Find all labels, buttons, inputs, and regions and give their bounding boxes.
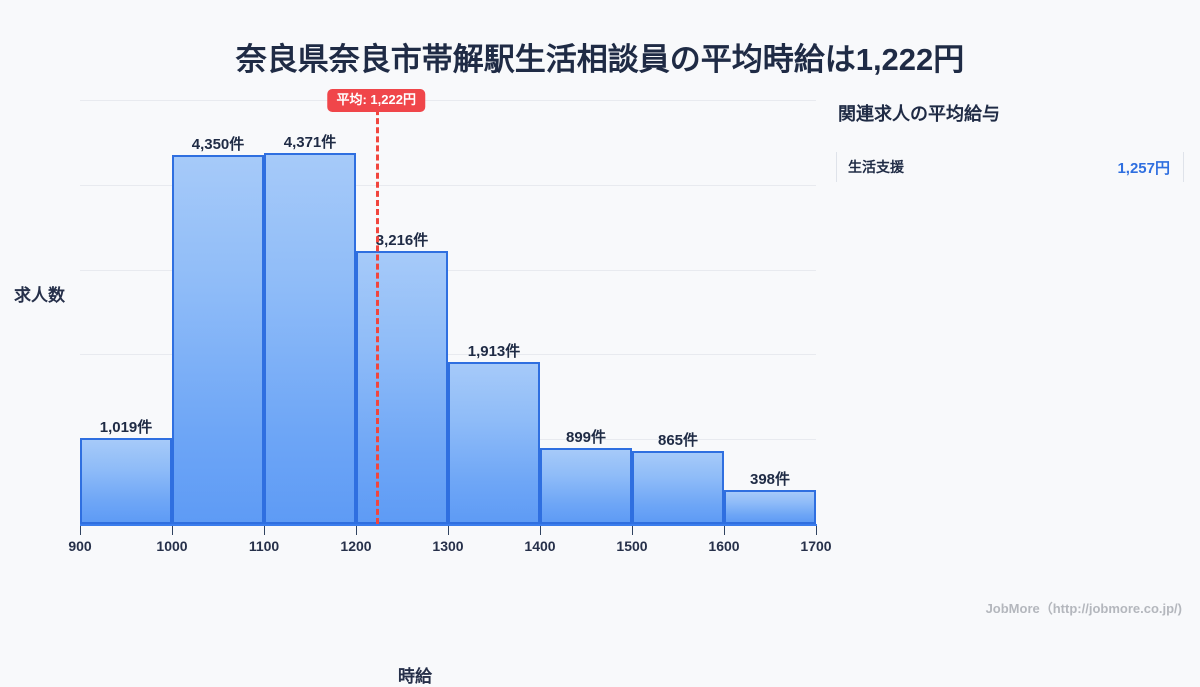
histogram-bar[interactable] xyxy=(80,437,172,524)
histogram-bar[interactable] xyxy=(632,450,724,524)
related-salary-title: 関連求人の平均給与 xyxy=(838,104,1000,124)
x-axis-tick-label: 1300 xyxy=(432,538,464,554)
bar-value-label: 4,371件 xyxy=(283,134,337,152)
x-axis-tick xyxy=(356,526,357,535)
x-axis-tick xyxy=(264,526,265,535)
x-axis-tick xyxy=(816,526,817,535)
x-axis-tick-label: 900 xyxy=(68,538,92,554)
x-axis-tick-label: 1700 xyxy=(800,538,832,554)
bar-value-label: 899件 xyxy=(565,428,607,446)
x-axis-tick-label: 1500 xyxy=(616,538,648,554)
gridline xyxy=(80,269,816,271)
histogram-bar[interactable] xyxy=(264,153,356,524)
x-axis-tick xyxy=(448,526,449,535)
related-salary-row[interactable]: 生活支援 1,257円 xyxy=(836,152,1184,182)
related-salary-panel: 関連求人の平均給与 生活支援 1,257円 xyxy=(836,100,1184,182)
gridline xyxy=(80,354,816,356)
x-axis-tick-label: 1100 xyxy=(248,538,280,554)
related-salary-row-value: 1,257円 xyxy=(1117,159,1170,177)
page-title: 奈良県奈良市帯解駅生活相談員の平均時給は1,222円 xyxy=(235,42,965,77)
x-axis-tick xyxy=(172,526,173,535)
x-axis-tick xyxy=(724,526,725,535)
histogram-bar[interactable] xyxy=(540,447,632,524)
bar-value-label: 1,913件 xyxy=(467,342,521,360)
x-axis-line xyxy=(80,524,817,526)
x-axis-tick xyxy=(632,526,633,535)
x-axis-tick-label: 1600 xyxy=(708,538,740,554)
histogram-bar[interactable] xyxy=(724,490,816,524)
gridline xyxy=(80,100,816,101)
gridline xyxy=(80,184,816,186)
bar-value-label: 865件 xyxy=(657,431,699,449)
x-axis-title: 時給 xyxy=(398,667,432,686)
plot-area: 1,019件 4,350件 4,371件 3,216件 1,913件 899件 865件 39… xyxy=(80,89,816,524)
bar-value-label: 4,350件 xyxy=(191,136,245,154)
y-axis-title: 求人数 xyxy=(14,286,65,305)
footer-credit: JobMore（http://jobmore.co.jp/) xyxy=(985,601,1182,616)
average-badge: 平均: 1,222円 xyxy=(327,89,425,113)
x-axis-tick xyxy=(540,526,541,535)
average-line xyxy=(376,100,380,524)
histogram-bar[interactable] xyxy=(356,251,448,524)
related-salary-rows: 生活支援 1,257円 xyxy=(836,152,1184,182)
histogram-bar[interactable] xyxy=(172,155,264,524)
histogram-bar[interactable] xyxy=(448,361,540,524)
bar-value-label: 3,216件 xyxy=(375,232,429,250)
x-axis-tick-label: 1000 xyxy=(156,538,188,554)
x-axis-tick-label: 1400 xyxy=(524,538,556,554)
related-salary-row-label: 生活支援 xyxy=(848,159,904,175)
x-axis-tick-label: 1200 xyxy=(340,538,372,554)
bar-value-label: 398件 xyxy=(749,471,791,489)
x-axis-tick xyxy=(80,526,81,535)
histogram-chart: 求人数 時給 1,019件 4,350件 4,371件 3,216件 1,913件 899… xyxy=(0,88,832,686)
bar-value-label: 1,019件 xyxy=(99,418,153,436)
